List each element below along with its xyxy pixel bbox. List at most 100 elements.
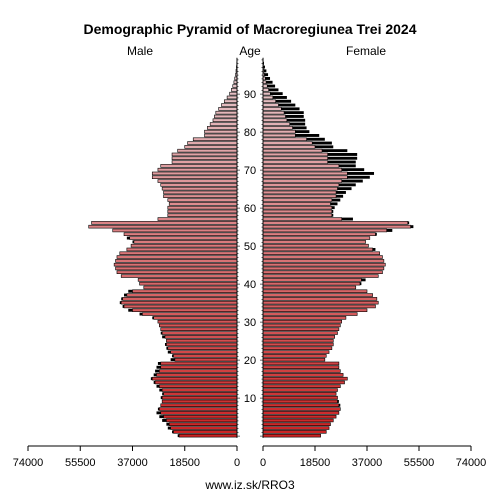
male-bar [126,293,238,297]
male-excess-bar [155,369,160,373]
male-bar [126,247,238,252]
male-bar [137,278,238,282]
male-excess-bar [160,396,163,400]
female-bar [262,346,333,350]
female-bar [262,129,296,134]
female-excess-bar [264,73,269,77]
male-bar [164,335,238,339]
female-bar [262,281,361,286]
female-bar [262,338,334,343]
male-bar [204,129,238,134]
female-bar [262,278,362,282]
male-bar [215,110,238,115]
female-bar [262,209,333,214]
male-excess-bar [128,289,133,293]
female-bar [262,365,340,369]
female-bar [262,308,368,312]
male-excess-bar [156,384,160,388]
female-x-tick-label: 18500 [300,457,331,469]
age-tick-label: 70 [244,165,256,177]
male-excess-bar [172,430,174,434]
female-excess-bar [337,400,339,403]
female-bar [262,145,316,149]
male-bar [122,297,238,301]
female-bar [262,411,340,415]
male-bar [157,167,238,172]
male-excess-bar [159,388,163,392]
male-bar [157,319,238,324]
female-excess-bar [265,77,271,80]
male-bar [161,388,238,392]
female-bar [262,224,411,229]
female-excess-bar [336,191,346,194]
male-bar [171,160,238,164]
male-bar [151,175,238,180]
male-excess-bar [156,411,161,415]
male-bar [218,107,238,111]
age-axis: 10 20 30 40 50 60 70 80 90 [236,58,264,438]
female-bar [262,80,267,85]
female-bar [262,255,383,259]
male-excess-bar [156,365,161,369]
female-bar [262,285,357,290]
female-bar [262,247,373,252]
age-tick-label: 80 [244,127,256,139]
source-footer: www.iz.sk/RRO3 [204,478,295,492]
male-bar [153,316,238,320]
female-excess-bar [361,278,366,282]
male-bar [161,186,238,191]
male-bar [223,99,238,104]
female-excess-bar [338,164,356,168]
female-bar [262,316,347,320]
chart-title: Demographic Pyramid of Macroregiunea Tre… [83,21,416,37]
male-bar [160,403,238,407]
male-excess-bar [132,240,134,244]
male-bar [161,395,238,400]
male-bar [166,342,238,347]
female-excess-bar [281,107,300,111]
age-tick-label: 40 [244,279,256,291]
male-excess-bar [162,392,164,396]
female-bar [262,422,331,426]
male-excess-bar [153,373,157,377]
female-bar [262,160,328,164]
female-excess-bar [295,134,320,137]
male-excess-bar [166,346,168,350]
female-header: Female [346,44,386,58]
male-bar [120,300,238,305]
male-bar [192,137,238,142]
male-bar [178,433,238,438]
male-excess-bar [162,419,167,422]
male-bar [160,183,238,187]
female-excess-bar [272,96,287,99]
male-bar [167,209,238,214]
female-bar [262,430,327,434]
female-bar [262,274,379,278]
male-bar [167,213,238,218]
female-bar [262,236,371,240]
female-bar [262,221,409,225]
female-bar [262,373,344,377]
female-excess-bar [359,282,362,286]
female-excess-bar [263,65,265,69]
female-bar [262,110,285,115]
female-bar [262,312,358,316]
male-x-tick-label: 37000 [117,457,148,469]
female-excess-bar [327,156,358,160]
age-tick-label: 20 [244,355,256,367]
male-bar [233,80,238,85]
female-bar [262,357,326,362]
female-excess-bar [322,149,348,153]
female-bar [262,418,334,423]
female-bar [262,171,348,176]
male-bar [167,205,238,210]
female-excess-bar [337,187,352,191]
male-bar [130,243,238,248]
male-bar [173,430,238,434]
male-excess-bar [172,354,174,358]
male-bar [129,236,238,240]
female-bar [262,433,321,438]
male-bar [119,251,238,256]
female-bar [262,228,387,233]
female-bar [262,91,271,96]
